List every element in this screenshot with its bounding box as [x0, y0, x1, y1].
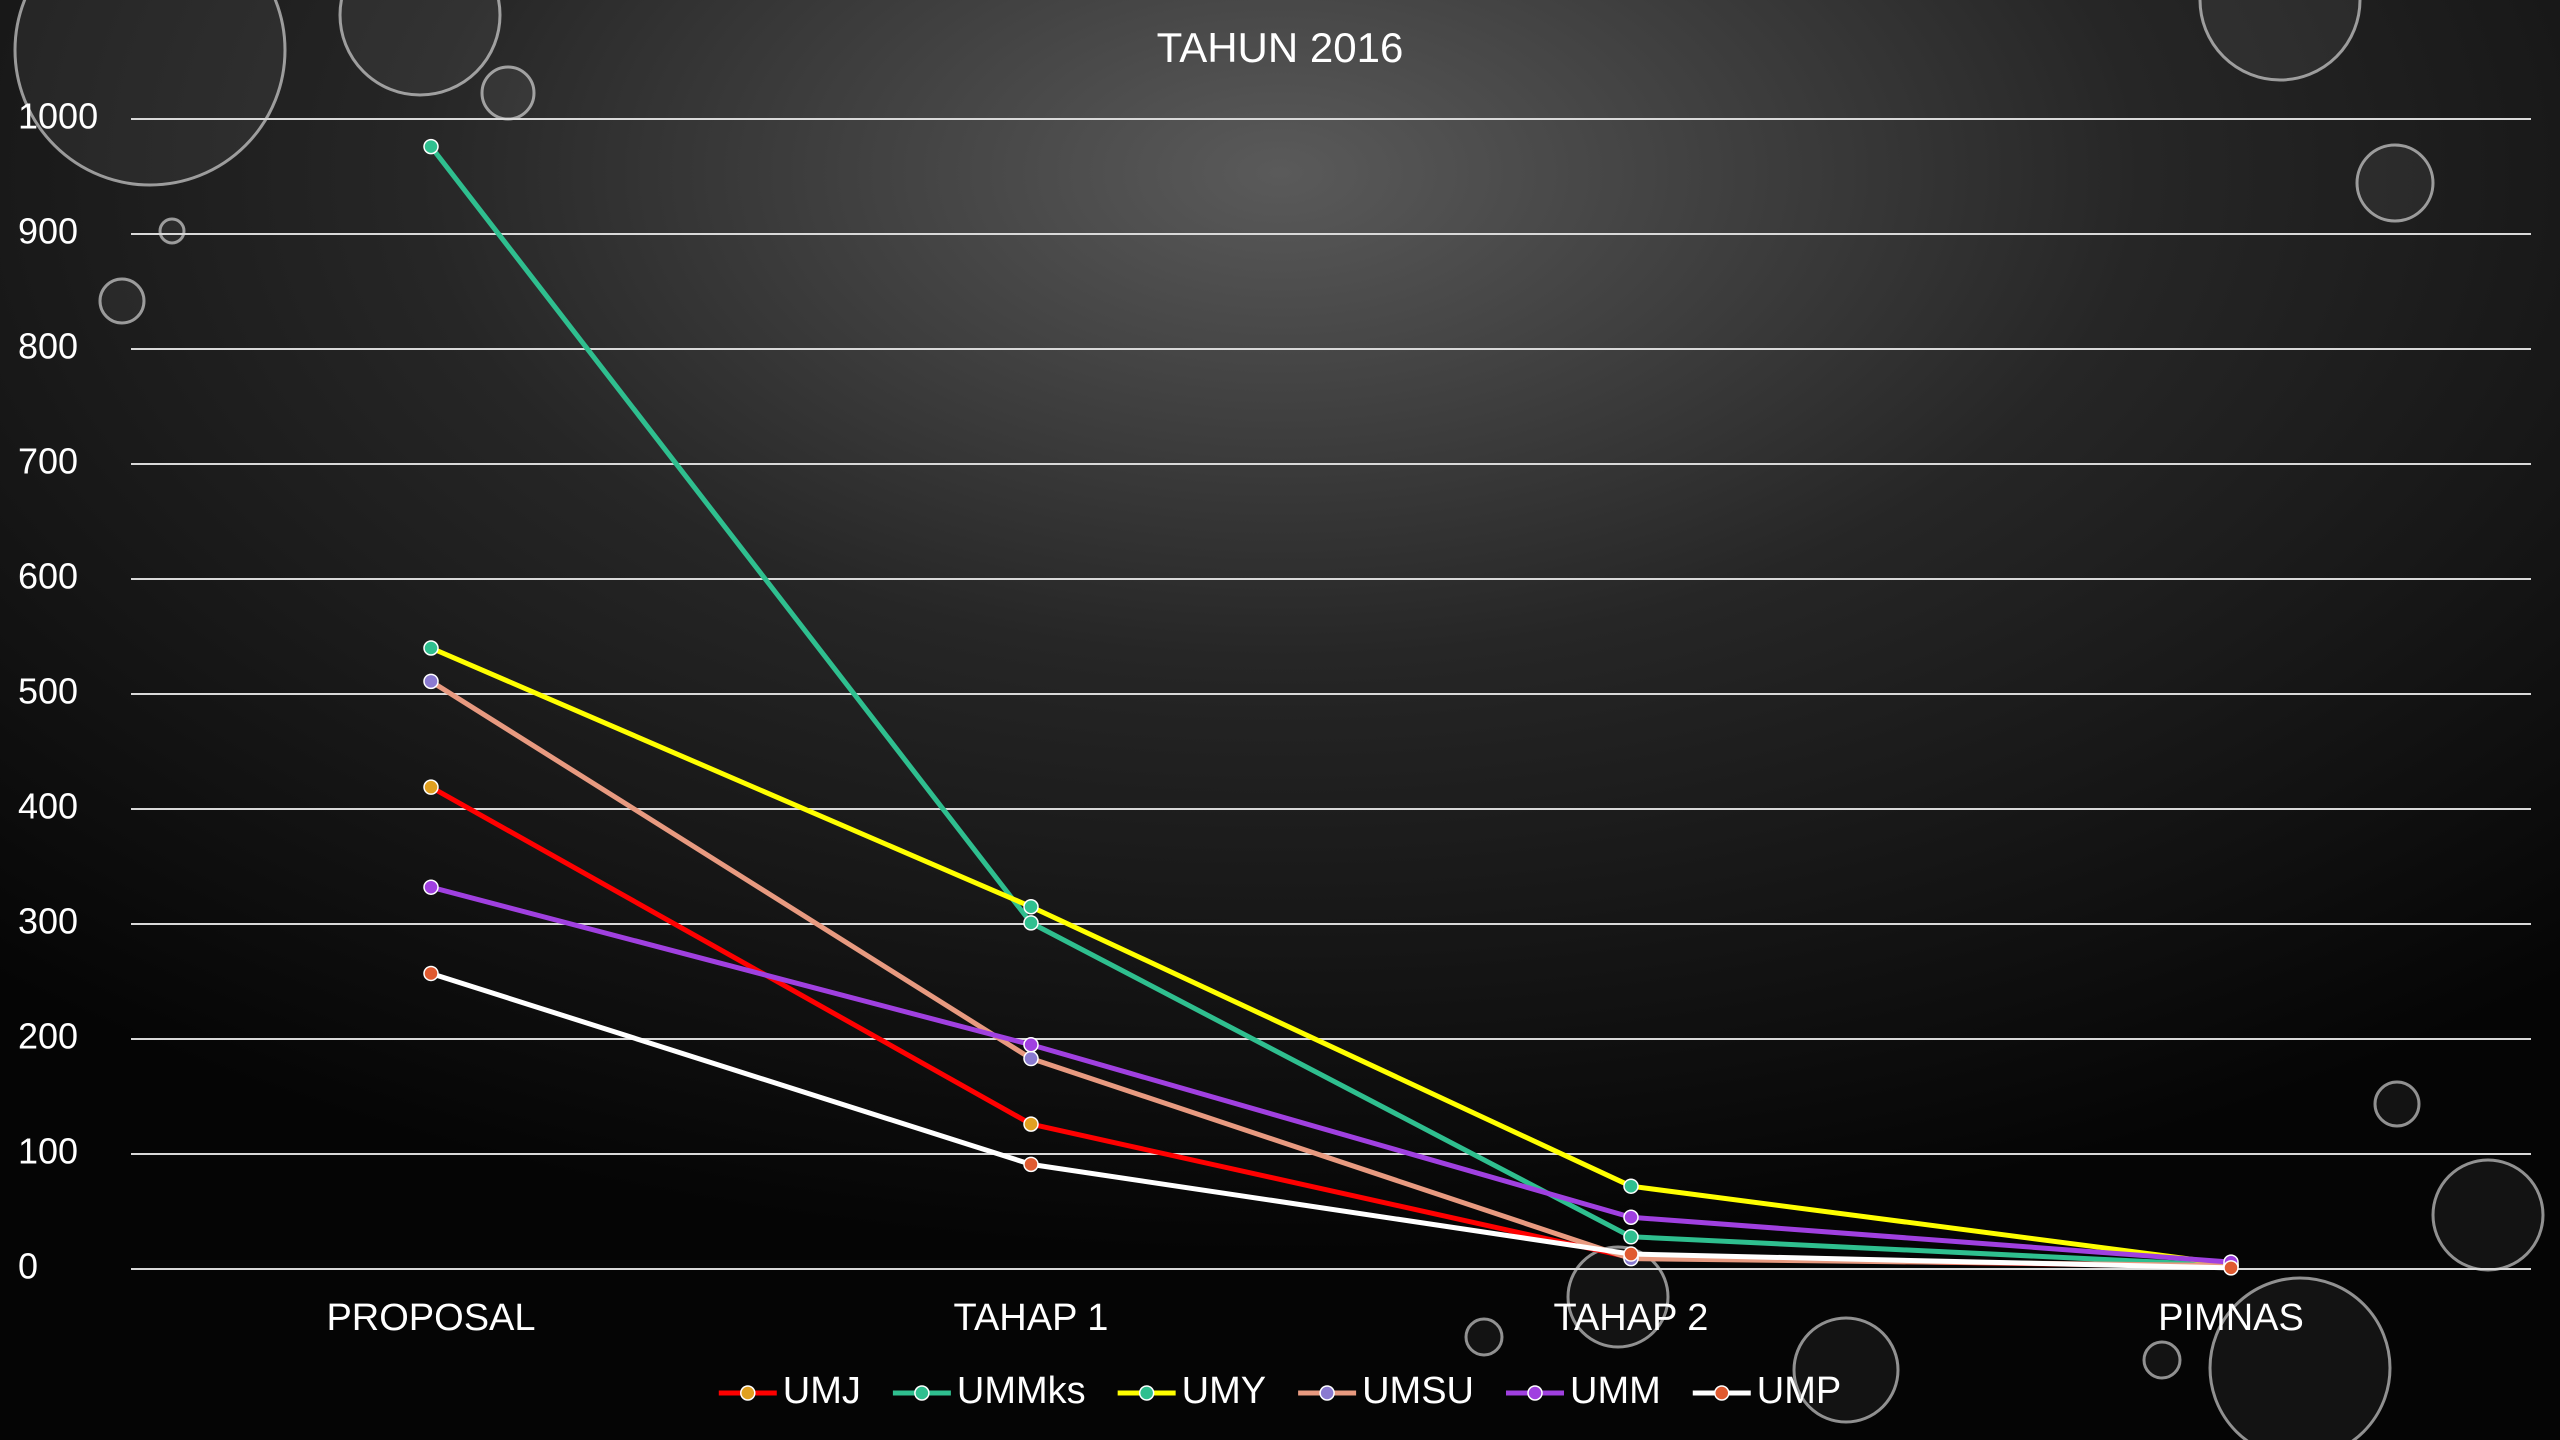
- legend-label: UMMks: [957, 1370, 1086, 1412]
- data-point: [1023, 915, 1039, 931]
- legend-label: UMY: [1182, 1370, 1266, 1412]
- x-tick-label: TAHAP 2: [1554, 1297, 1709, 1339]
- data-point: [1023, 1037, 1039, 1053]
- x-tick-label: TAHAP 1: [954, 1297, 1109, 1339]
- chart-title: TAHUN 2016: [1157, 24, 1404, 71]
- legend-label: UMM: [1570, 1370, 1661, 1412]
- legend-label: UMP: [1757, 1370, 1841, 1412]
- y-tick-label: 100: [18, 1131, 78, 1172]
- decorative-bubbles: [13, 0, 2545, 1440]
- data-point: [1023, 899, 1039, 915]
- legend-label: UMSU: [1362, 1370, 1474, 1412]
- y-tick-label: 200: [18, 1016, 78, 1057]
- y-tick-label: 1000: [18, 96, 98, 137]
- y-tick-label: 600: [18, 556, 78, 597]
- data-point: [423, 779, 439, 795]
- y-tick-label: 300: [18, 901, 78, 942]
- y-tick-label: 700: [18, 441, 78, 482]
- y-tick-label: 900: [18, 211, 78, 252]
- legend-marker: [1527, 1385, 1543, 1401]
- series-line: [430, 971, 2232, 1271]
- data-point: [423, 640, 439, 656]
- x-tick-label: PIMNAS: [2158, 1297, 2304, 1339]
- x-tick-label: PROPOSAL: [326, 1297, 535, 1339]
- data-point: [423, 879, 439, 895]
- y-tick-label: 500: [18, 671, 78, 712]
- series-line: [429, 145, 2232, 1269]
- data-point: [423, 673, 439, 690]
- data-point: [1023, 1050, 1039, 1067]
- y-tick-label: 800: [18, 326, 78, 367]
- legend-marker: [1714, 1385, 1730, 1401]
- legend-marker: [1138, 1385, 1155, 1401]
- y-tick-label: 400: [18, 786, 78, 827]
- series-line: [430, 884, 2232, 1265]
- data-point: [1623, 1178, 1639, 1194]
- data-point: [1623, 1209, 1639, 1225]
- series-line: [430, 645, 2232, 1267]
- data-point: [1023, 1156, 1039, 1173]
- legend-marker: [914, 1385, 930, 1401]
- data-point: [423, 138, 439, 155]
- legend-label: UMJ: [783, 1370, 861, 1412]
- y-tick-label: 0: [18, 1246, 38, 1287]
- data-point: [1623, 1246, 1639, 1262]
- data-point: [2223, 1260, 2239, 1276]
- legend-marker: [740, 1385, 756, 1401]
- data-point: [423, 965, 439, 982]
- legend: UMJ UMMks UMY UMSU UMM UMP: [718, 1370, 1841, 1412]
- data-point: [1023, 1116, 1039, 1132]
- data-point: [1623, 1229, 1639, 1245]
- legend-marker: [1319, 1385, 1335, 1401]
